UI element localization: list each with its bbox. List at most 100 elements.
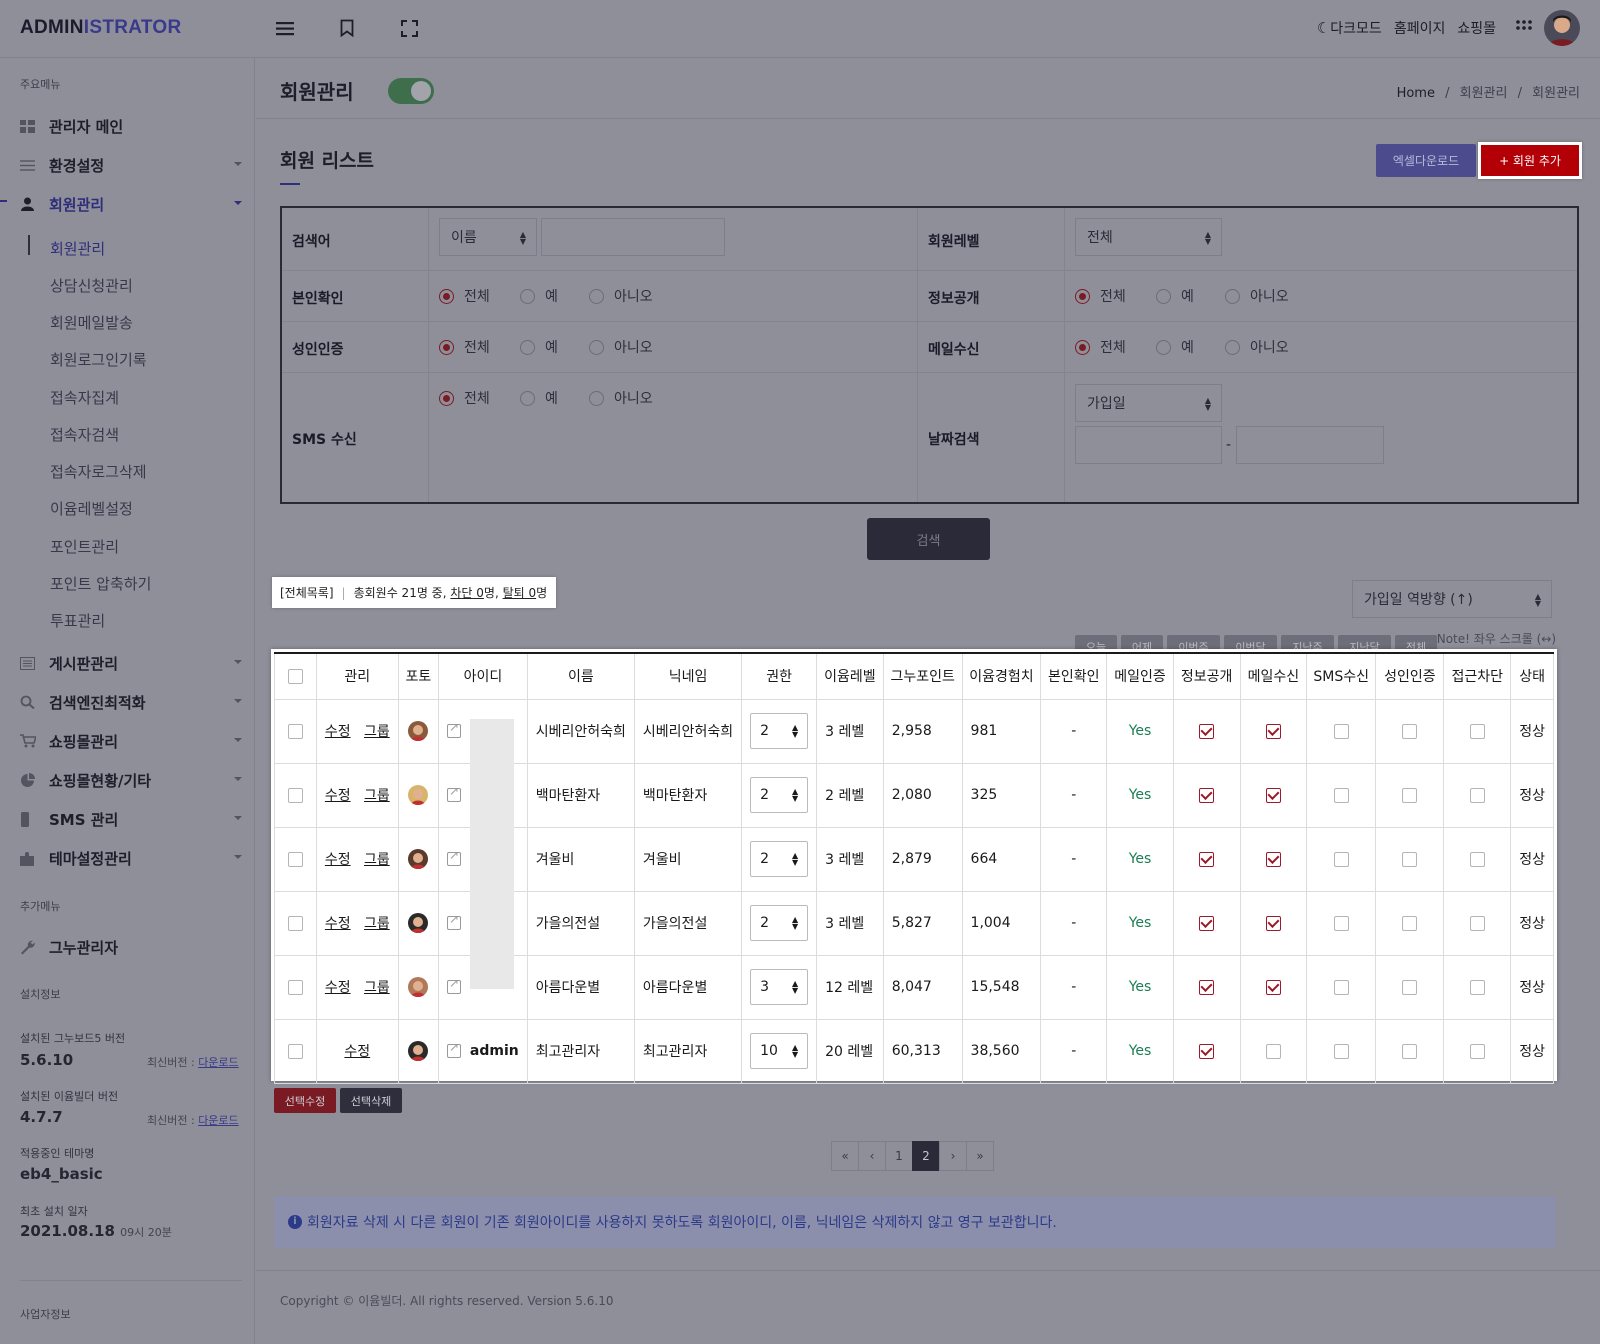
keyword-type-select[interactable]: 이름 ▲ ▼ — [439, 218, 537, 256]
sidebar-sub-point-compress[interactable]: 포인트 압축하기 — [50, 575, 152, 593]
permission-select[interactable]: 2 ▲ ▼ — [750, 777, 809, 813]
edit-link[interactable]: 수정 — [324, 916, 351, 932]
checkbox[interactable] — [287, 668, 303, 684]
mail-radio-no[interactable]: 아니오 — [1225, 337, 1289, 357]
checkbox[interactable] — [1333, 1043, 1349, 1059]
menu-toggle-icon[interactable] — [274, 17, 296, 39]
checked-checkbox[interactable] — [1199, 787, 1215, 803]
external-link-icon[interactable] — [447, 976, 462, 994]
dark-mode-link[interactable]: ☾다크모드 — [1316, 19, 1382, 37]
external-link-icon[interactable] — [447, 720, 462, 738]
external-link-icon[interactable] — [447, 848, 462, 866]
checkbox[interactable] — [1469, 915, 1485, 931]
open-radio-no[interactable]: 아니오 — [1225, 286, 1289, 306]
row-checkbox[interactable] — [287, 979, 303, 995]
open-radio-all[interactable]: 전체 — [1075, 286, 1126, 306]
external-link-icon[interactable] — [447, 912, 462, 930]
checkbox[interactable] — [1469, 723, 1485, 739]
sidebar-item-gnu-admin[interactable]: 그누관리자 — [20, 935, 242, 959]
date-start-input[interactable] — [1075, 426, 1222, 464]
checkbox[interactable] — [1469, 1043, 1485, 1059]
keyword-input[interactable] — [541, 218, 725, 256]
sidebar-item-settings[interactable]: 환경설정 — [20, 153, 242, 177]
sidebar-sub-member-manage[interactable]: 회원관리 — [50, 240, 106, 258]
checked-checkbox[interactable] — [1199, 979, 1215, 995]
gnuboard-download-link[interactable]: 다운로드 — [198, 1056, 239, 1069]
checkbox[interactable] — [1402, 915, 1418, 931]
shop-link[interactable]: 쇼핑몰 — [1457, 21, 1496, 37]
row-checkbox[interactable] — [287, 851, 303, 867]
add-member-button[interactable]: + 회원 추가 — [1478, 142, 1582, 179]
mail-radio-all[interactable]: 전체 — [1075, 337, 1126, 357]
sms-radio-all[interactable]: 전체 — [439, 388, 490, 408]
sidebar-sub-point[interactable]: 포인트관리 — [50, 538, 120, 556]
mail-radio-yes[interactable]: 예 — [1156, 337, 1194, 357]
checkbox[interactable] — [1333, 851, 1349, 867]
checkbox[interactable] — [1333, 979, 1349, 995]
all-list-link[interactable]: [전체목록] — [280, 586, 334, 600]
blocked-link[interactable]: 차단 0 — [450, 586, 484, 600]
sidebar-sub-poll[interactable]: 투표관리 — [50, 612, 106, 630]
checkbox[interactable] — [1469, 979, 1485, 995]
adult-radio-no[interactable]: 아니오 — [589, 337, 653, 357]
page-1-button[interactable]: 1 — [885, 1141, 913, 1171]
fullscreen-icon[interactable] — [398, 17, 420, 39]
verify-radio-yes[interactable]: 예 — [520, 286, 558, 306]
withdrawn-link[interactable]: 탈퇴 0 — [502, 586, 537, 600]
permission-select[interactable]: 2 ▲ ▼ — [750, 713, 809, 749]
header-select-all[interactable] — [274, 652, 317, 700]
page-2-button[interactable]: 2 — [912, 1141, 940, 1171]
sidebar-item-board[interactable]: 게시판관리 — [20, 651, 242, 675]
sms-radio-no[interactable]: 아니오 — [589, 388, 653, 408]
adult-radio-yes[interactable]: 예 — [520, 337, 558, 357]
date-end-input[interactable] — [1236, 426, 1384, 464]
checkbox[interactable] — [1402, 851, 1418, 867]
edit-link[interactable]: 수정 — [324, 852, 351, 868]
sidebar-sub-visit-stats[interactable]: 접속자집계 — [50, 389, 120, 407]
checked-checkbox[interactable] — [1199, 915, 1215, 931]
sidebar-sub-level-setting[interactable]: 이윰레벨설정 — [50, 500, 133, 518]
page-first-button[interactable]: « — [831, 1141, 859, 1171]
date-type-select[interactable]: 가입일 ▲ ▼ — [1075, 384, 1222, 422]
sidebar-item-shop[interactable]: 쇼핑몰관리 — [20, 729, 242, 753]
excel-download-button[interactable]: 엑셀다운로드 — [1376, 144, 1476, 177]
checkbox[interactable] — [1402, 1043, 1418, 1059]
edit-link[interactable]: 수정 — [324, 980, 351, 996]
user-avatar[interactable] — [1544, 10, 1580, 46]
sidebar-sub-consult[interactable]: 상담신청관리 — [50, 277, 133, 295]
edit-link[interactable]: 수정 — [324, 788, 351, 804]
sidebar-sub-visit-search[interactable]: 접속자검색 — [50, 426, 120, 444]
checkbox[interactable] — [1402, 723, 1418, 739]
checkbox[interactable] — [1469, 851, 1485, 867]
adult-radio-all[interactable]: 전체 — [439, 337, 490, 357]
row-checkbox[interactable] — [287, 1043, 303, 1059]
group-link[interactable]: 그룹 — [363, 788, 390, 804]
checked-checkbox[interactable] — [1265, 851, 1281, 867]
checkbox[interactable] — [1265, 1043, 1281, 1059]
open-radio-yes[interactable]: 예 — [1156, 286, 1194, 306]
sidebar-sub-login-log[interactable]: 회원로그인기록 — [50, 351, 147, 369]
breadcrumb-item[interactable]: 회원관리 — [1459, 86, 1508, 101]
sms-radio-yes[interactable]: 예 — [520, 388, 558, 408]
edit-link[interactable]: 수정 — [344, 1044, 371, 1060]
permission-select[interactable]: 2 ▲ ▼ — [750, 841, 809, 877]
row-checkbox[interactable] — [287, 723, 303, 739]
search-button[interactable]: 검색 — [867, 518, 990, 560]
permission-select[interactable]: 2 ▲ ▼ — [750, 905, 809, 941]
group-link[interactable]: 그룹 — [363, 916, 390, 932]
group-link[interactable]: 그룹 — [363, 980, 390, 996]
sidebar-sub-mail[interactable]: 회원메일발송 — [50, 314, 133, 332]
checked-checkbox[interactable] — [1265, 723, 1281, 739]
row-checkbox[interactable] — [287, 787, 303, 803]
external-link-icon[interactable] — [447, 784, 462, 802]
page-next-button[interactable]: › — [939, 1141, 967, 1171]
page-prev-button[interactable]: ‹ — [858, 1141, 886, 1171]
permission-select[interactable]: 3 ▲ ▼ — [750, 969, 809, 1005]
sidebar-item-seo[interactable]: 검색엔진최적화 — [20, 690, 242, 714]
checked-checkbox[interactable] — [1199, 1043, 1215, 1059]
checked-checkbox[interactable] — [1265, 979, 1281, 995]
row-checkbox[interactable] — [287, 915, 303, 931]
logo[interactable]: ADMINISTRATOR — [20, 17, 182, 38]
homepage-link[interactable]: 홈페이지 — [1393, 21, 1446, 37]
group-link[interactable]: 그룹 — [363, 852, 390, 868]
